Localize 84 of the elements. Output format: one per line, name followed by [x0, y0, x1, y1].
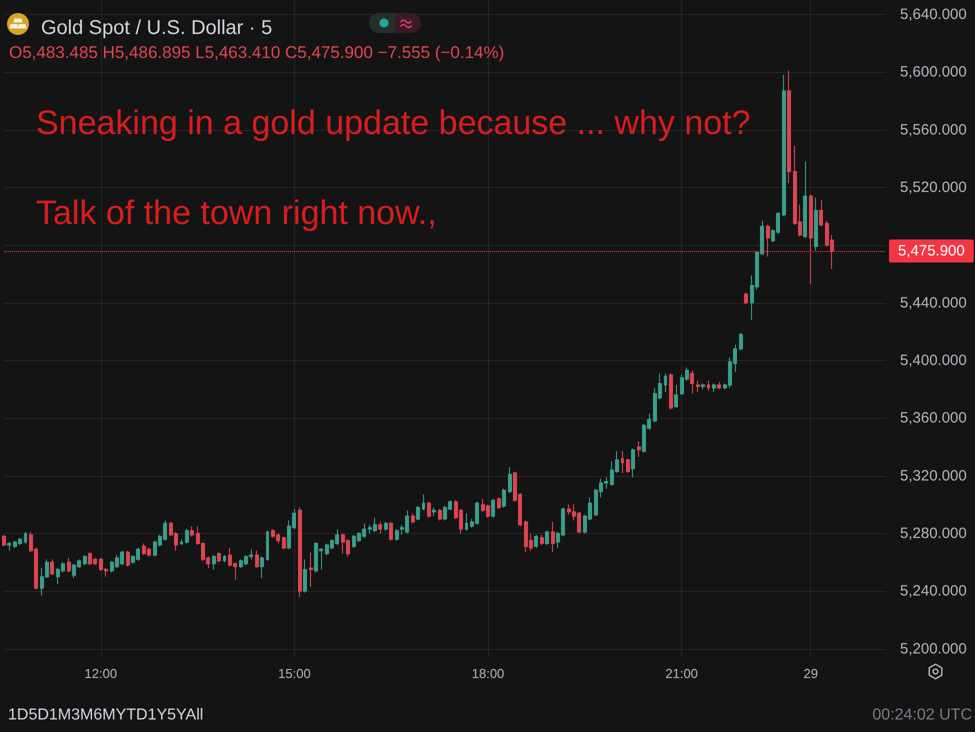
candlestick — [378, 521, 382, 534]
x-tick-label: 18:00 — [472, 666, 504, 681]
candlestick — [298, 507, 302, 598]
annotation: Talk of the town right now., — [36, 194, 437, 232]
y-tick-label: 5,360.000 — [900, 410, 967, 427]
candlestick — [712, 383, 716, 393]
candlestick — [551, 521, 555, 553]
y-tick-label: 5,320.000 — [900, 467, 967, 484]
y-tick-label: 5,440.000 — [900, 294, 967, 312]
candlestick — [701, 383, 705, 390]
candlestick — [384, 521, 388, 532]
candlestick — [255, 550, 259, 569]
y-tick-label: 5,560.000 — [900, 121, 967, 138]
candlestick — [637, 440, 641, 458]
y-tick-label: 5,400.000 — [900, 352, 967, 369]
candlestick — [674, 384, 678, 409]
candlestick — [389, 521, 393, 542]
candlestick — [534, 534, 538, 548]
y-tick-label: 5,520.000 — [900, 178, 967, 196]
candlestick — [212, 554, 216, 570]
candlestick — [180, 538, 183, 546]
candlestick — [411, 512, 415, 524]
candlestick — [690, 370, 694, 394]
candlestick — [395, 528, 399, 542]
candlestick — [766, 224, 770, 258]
candlestick — [260, 556, 264, 579]
candlestick — [217, 552, 221, 563]
candlestick — [545, 530, 549, 546]
text: O5,483.485 H5,486.895 L5,463.410 C5,475.900 −7.555 (−0.14%) — [9, 43, 504, 62]
candlestick — [185, 528, 189, 544]
candlestick — [126, 550, 130, 568]
candlestick — [707, 380, 710, 392]
candlestick — [631, 448, 635, 478]
candlestick — [422, 494, 425, 511]
candlestick — [739, 332, 743, 351]
candlestick — [782, 74, 786, 217]
text: 1D5D1M3M6MYTD1Y5YAll — [8, 706, 204, 724]
y-tick-label: 5,280.000 — [900, 524, 967, 542]
candlestick — [717, 382, 721, 390]
candlestick — [540, 534, 544, 546]
text: Gold Spot / U.S. Dollar · 5 — [41, 17, 272, 39]
candlestick — [696, 380, 700, 393]
candlestick — [416, 506, 420, 521]
candlestick — [67, 557, 71, 573]
y-tick-label: 5,240.000 — [900, 582, 967, 600]
candlestick — [2, 534, 6, 547]
annotation: Sneaking in a gold update because ... why not? — [36, 104, 751, 142]
candlestick — [626, 458, 630, 474]
candlestick — [427, 501, 431, 518]
candlestick — [465, 512, 468, 532]
candlestick — [24, 532, 27, 544]
candlestick — [190, 526, 194, 537]
candlestick — [744, 292, 748, 305]
candlestick — [809, 194, 813, 285]
candlestick — [438, 508, 442, 521]
candlestick — [303, 558, 307, 594]
candlestick — [83, 554, 87, 566]
candlestick — [491, 498, 495, 518]
candlestick — [502, 488, 506, 508]
y-tick-label: 5,640.000 — [900, 6, 967, 23]
x-tick-label: 21:00 — [665, 666, 698, 681]
y-tick-label: 5,200.000 — [900, 640, 967, 658]
candlestick — [50, 558, 54, 576]
candlestick — [309, 552, 313, 588]
candlestick — [669, 372, 673, 410]
candlestick — [814, 197, 818, 252]
candlestick — [819, 200, 823, 227]
ref-line-label: 5,475.900 — [898, 242, 965, 260]
candlestick — [282, 536, 286, 550]
candlestick — [497, 496, 501, 510]
candlestick — [266, 530, 269, 562]
candlestick — [621, 450, 624, 474]
candlestick — [223, 554, 226, 563]
x-tick-label: 29 — [803, 666, 818, 681]
candlestick — [664, 372, 667, 393]
text: 00:24:02 UTC — [872, 706, 972, 724]
candlestick — [787, 70, 791, 184]
candlestick — [803, 160, 807, 238]
candlestick — [7, 542, 11, 552]
x-tick-label: 12:00 — [84, 666, 118, 681]
candlestick — [508, 466, 512, 494]
x-tick-label: 15:00 — [278, 666, 311, 681]
candlestick — [432, 507, 436, 517]
y-tick-label: 5,600.000 — [900, 64, 967, 81]
